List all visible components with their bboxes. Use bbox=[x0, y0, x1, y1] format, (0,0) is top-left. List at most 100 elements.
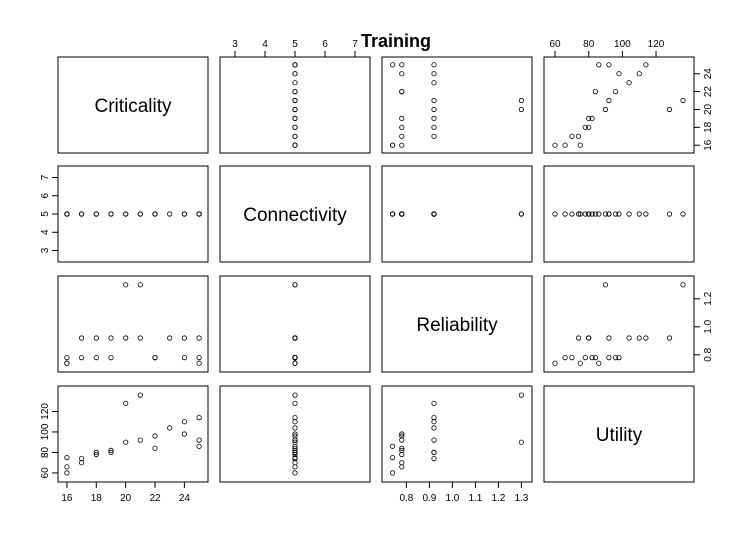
data-point bbox=[292, 425, 298, 431]
data-point bbox=[399, 89, 405, 95]
data-point bbox=[518, 439, 525, 445]
tick-label: 24 bbox=[703, 68, 714, 80]
data-point bbox=[399, 62, 405, 68]
data-point bbox=[64, 360, 70, 366]
data-point bbox=[399, 71, 405, 77]
tick-label: 5 bbox=[292, 39, 298, 50]
data-point bbox=[64, 354, 70, 361]
panel-connectivity-vs-reliability bbox=[381, 165, 533, 263]
data-point bbox=[399, 115, 405, 122]
data-point bbox=[167, 335, 173, 341]
data-point bbox=[292, 392, 298, 398]
tick-label: 0.9 bbox=[422, 493, 436, 504]
data-point bbox=[181, 431, 187, 437]
data-point bbox=[431, 124, 437, 130]
data-point bbox=[399, 431, 405, 437]
data-point bbox=[93, 354, 99, 361]
panel-frame bbox=[381, 56, 533, 154]
tick-label: 120 bbox=[648, 39, 665, 50]
data-point bbox=[562, 354, 568, 361]
data-point bbox=[152, 445, 158, 451]
panel-frame bbox=[219, 385, 371, 483]
panel-utility-vs-reliability bbox=[381, 385, 533, 483]
data-point bbox=[292, 133, 298, 139]
data-point bbox=[399, 433, 405, 439]
data-point bbox=[666, 211, 673, 217]
tick-label: 3 bbox=[40, 247, 51, 253]
tick-label: 0.8 bbox=[703, 347, 714, 361]
tick-label: 18 bbox=[703, 121, 714, 133]
data-point bbox=[602, 106, 609, 113]
data-point bbox=[196, 360, 202, 366]
data-point bbox=[612, 354, 619, 361]
data-point bbox=[431, 106, 437, 113]
data-point bbox=[196, 335, 202, 341]
data-point bbox=[292, 414, 298, 421]
data-point bbox=[431, 449, 437, 455]
tick-label: 1.2 bbox=[703, 291, 714, 305]
data-point bbox=[292, 454, 298, 461]
data-point bbox=[518, 211, 525, 217]
data-point bbox=[616, 71, 622, 77]
data-point bbox=[292, 89, 298, 95]
panel-connectivity-vs-criticality bbox=[57, 165, 209, 263]
axis-right-criticality: 16 18 20 22 24 bbox=[693, 68, 714, 151]
data-point bbox=[79, 455, 85, 462]
tick-label: 60 bbox=[549, 39, 561, 50]
data-point bbox=[602, 211, 609, 217]
data-point bbox=[292, 97, 298, 104]
panel-frame bbox=[543, 165, 695, 263]
data-point bbox=[575, 211, 582, 217]
data-point bbox=[577, 360, 583, 366]
data-point bbox=[569, 133, 575, 139]
panel-frame bbox=[381, 385, 533, 483]
axis-left-connectivity: 3 4 5 6 7 bbox=[40, 174, 59, 253]
data-point bbox=[292, 142, 298, 148]
axis-top-connectivity: 3 4 5 6 7 bbox=[232, 39, 358, 58]
data-point bbox=[292, 124, 298, 130]
panel-connectivity-vs-utility bbox=[543, 165, 695, 263]
data-point bbox=[137, 335, 143, 341]
data-point bbox=[592, 89, 599, 95]
panel-frame bbox=[381, 165, 533, 263]
data-point bbox=[569, 354, 575, 361]
axis-left-utility: 60 80 100 120 bbox=[40, 403, 59, 478]
data-point bbox=[399, 124, 405, 130]
data-point bbox=[606, 335, 612, 341]
data-point bbox=[79, 335, 85, 341]
tick-label: 0.8 bbox=[399, 493, 413, 504]
data-point bbox=[518, 106, 525, 113]
data-point bbox=[152, 354, 158, 361]
data-point bbox=[181, 211, 187, 217]
data-point bbox=[552, 360, 558, 366]
data-point bbox=[589, 115, 595, 122]
axis-right-reliability: 0.8 1.0 1.2 bbox=[693, 291, 714, 362]
data-point bbox=[123, 400, 129, 406]
tick-label: 20 bbox=[703, 103, 714, 115]
data-point bbox=[108, 335, 114, 341]
data-point bbox=[292, 106, 298, 113]
tick-label: 1.3 bbox=[514, 493, 528, 504]
data-point bbox=[589, 211, 595, 217]
data-point bbox=[431, 80, 437, 86]
data-point bbox=[582, 354, 588, 361]
panel-criticality-vs-reliability bbox=[381, 56, 533, 154]
diagonal-label-utility: Utility bbox=[596, 425, 643, 446]
panel-reliability-vs-criticality bbox=[57, 275, 209, 373]
data-point bbox=[292, 282, 298, 288]
data-point bbox=[431, 437, 437, 443]
data-point bbox=[575, 133, 582, 139]
data-point bbox=[79, 211, 85, 217]
data-point bbox=[64, 464, 70, 470]
tick-label: 16 bbox=[61, 493, 73, 504]
tick-label: 7 bbox=[40, 174, 51, 180]
data-point bbox=[589, 354, 595, 361]
data-point bbox=[612, 89, 619, 95]
panel-frame bbox=[57, 165, 209, 263]
data-point bbox=[606, 354, 612, 361]
data-point bbox=[431, 455, 437, 462]
data-point bbox=[196, 354, 202, 361]
data-point bbox=[636, 71, 642, 77]
data-point bbox=[137, 437, 143, 443]
